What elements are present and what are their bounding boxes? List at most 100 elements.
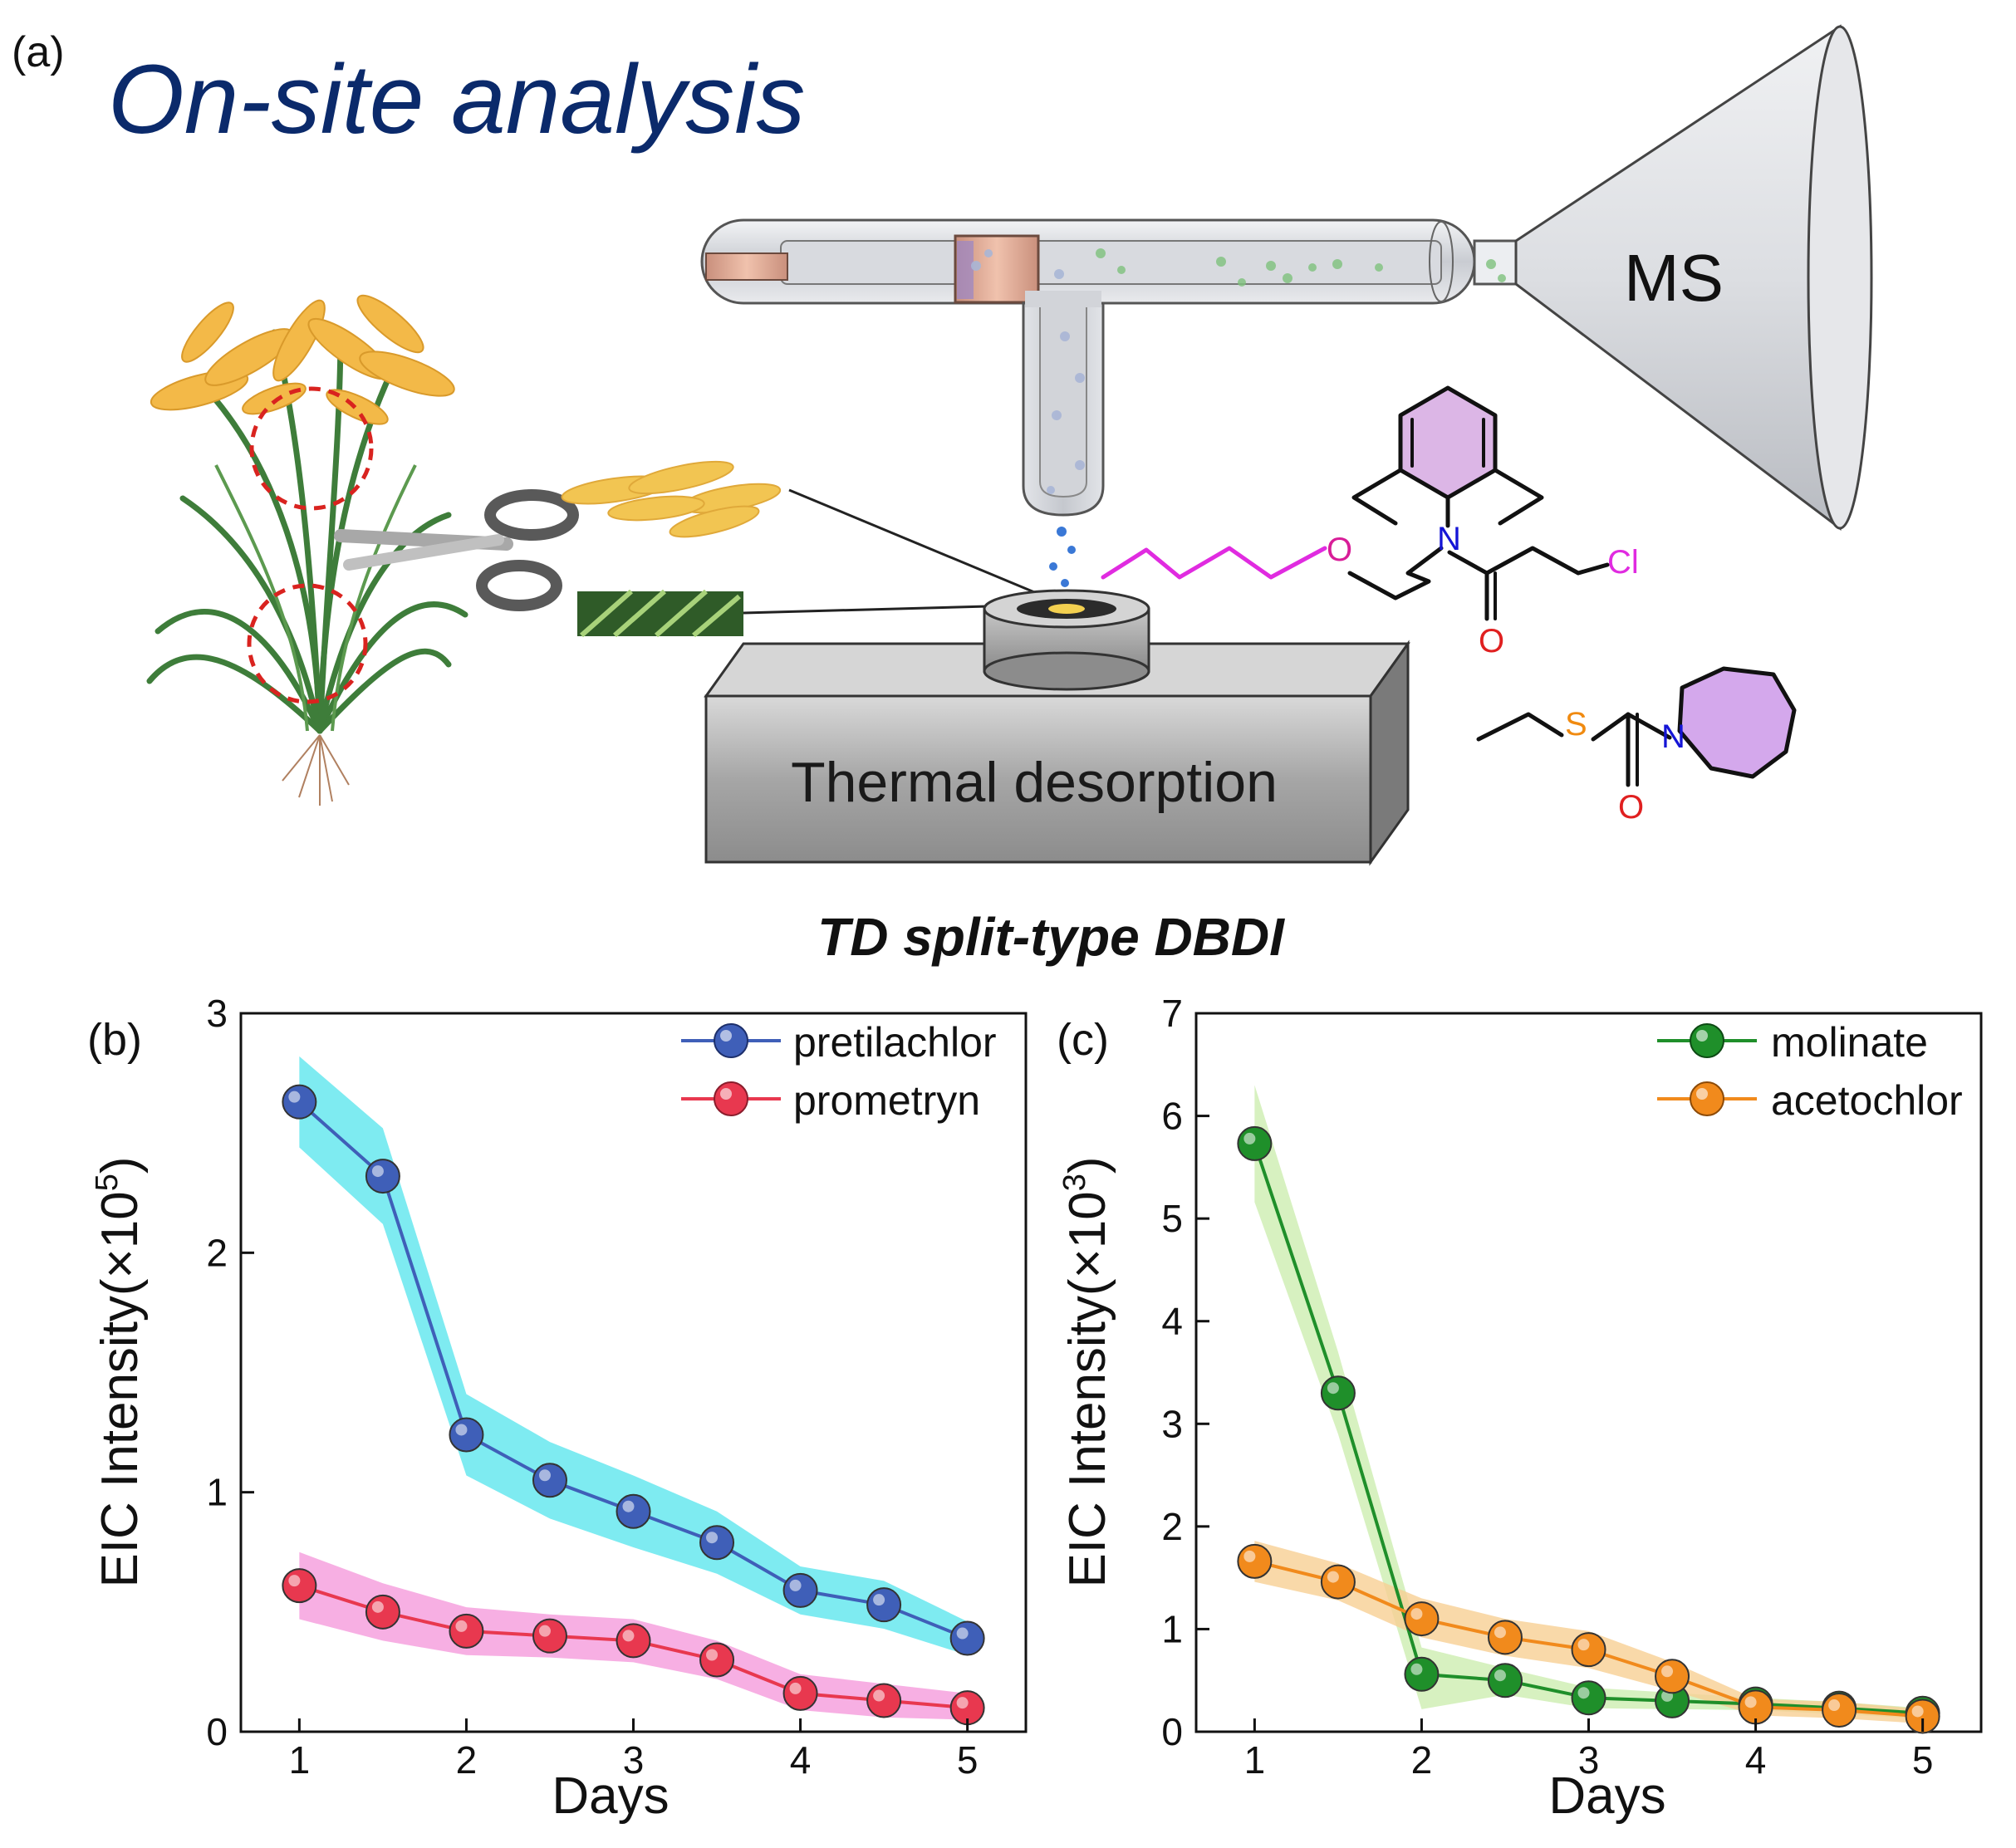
legend-marker-molinate (1690, 1023, 1724, 1058)
molecule-structure-2: S N O (1476, 666, 1797, 826)
y-tick-label: 3 (206, 992, 228, 1035)
scissors-icon (334, 489, 579, 611)
data-point-highlight (1327, 1571, 1339, 1583)
thermal-desorption-stage: Thermal desorption (704, 589, 1410, 866)
data-point-acetochlor (1320, 1564, 1356, 1600)
harvest-circle-grain (249, 386, 374, 511)
y-tick-label: 2 (206, 1231, 228, 1274)
data-point-acetochlor (1237, 1543, 1273, 1579)
x-tick-label: 4 (1745, 1738, 1767, 1782)
molecule1-atom-n: N (1437, 521, 1461, 557)
data-point-highlight (1828, 1699, 1841, 1712)
leaf-sample-icon (577, 589, 743, 638)
molecule2-atom-s: S (1565, 706, 1587, 743)
data-point-prometryn (616, 1623, 651, 1659)
data-point-highlight (1577, 1687, 1590, 1699)
chart-c-ylabel: EIC Intensity(×103) (1057, 1156, 1116, 1587)
x-tick-label: 5 (957, 1738, 979, 1782)
data-point-highlight (455, 1620, 468, 1632)
data-point-pretilachlor (616, 1493, 651, 1529)
molecule2-atom-o: O (1618, 789, 1644, 826)
data-point-acetochlor (1487, 1620, 1523, 1655)
panel-a: (a) On-site analysis (12, 24, 1873, 967)
data-point-highlight (622, 1500, 635, 1512)
y-tick-label: 1 (206, 1471, 228, 1514)
x-tick-label: 3 (623, 1738, 645, 1782)
data-point-highlight (1410, 1608, 1423, 1620)
data-point-molinate (1237, 1125, 1273, 1161)
y-tick-label: 2 (1161, 1505, 1183, 1548)
legend-label-acetochlor: acetochlor (1771, 1077, 1963, 1124)
legend-marker-pretilachlor (714, 1023, 748, 1058)
legend-label-molinate: molinate (1771, 1019, 1928, 1066)
data-point-highlight (1744, 1696, 1757, 1708)
y-tick-label: 0 (1161, 1710, 1183, 1753)
x-tick-label: 1 (289, 1738, 311, 1782)
chart-panel-c: 1 2 3 4 5 0 1 2 3 4 5 6 7 (c) Days EIC Intensity(×10… (1057, 992, 1983, 1825)
data-point-highlight (1911, 1705, 1924, 1718)
y-tick-label: 5 (1161, 1197, 1183, 1240)
data-point-acetochlor (1822, 1693, 1857, 1728)
molecule1-atom-o: O (1327, 532, 1352, 568)
data-point-highlight (371, 1600, 384, 1613)
data-point-molinate (1404, 1656, 1440, 1692)
thermal-desorption-label: Thermal desorption (791, 751, 1278, 814)
data-point-pretilachlor (699, 1525, 735, 1561)
panel-a-title: On-site analysis (108, 45, 805, 154)
data-point-highlight (1243, 1132, 1256, 1145)
molecule1-atom-o-carbonyl: O (1479, 623, 1504, 659)
data-point-pretilachlor (282, 1084, 317, 1120)
data-point-highlight (622, 1630, 635, 1642)
data-point-highlight (538, 1469, 551, 1482)
data-point-acetochlor (1571, 1632, 1606, 1668)
y-tick-label: 1 (1161, 1607, 1183, 1650)
data-point-molinate (1320, 1375, 1356, 1411)
error-band-molinate (1254, 1085, 1923, 1718)
x-tick-label: 5 (1912, 1738, 1934, 1782)
y-tick-label: 6 (1161, 1095, 1183, 1138)
data-point-highlight (371, 1165, 384, 1178)
chart-b-legend: pretilachlor prometryn (681, 1019, 997, 1124)
data-point-pretilachlor (365, 1159, 400, 1194)
molecule-structure-1: N O O Cl (1101, 385, 1639, 659)
harvest-circle-leaf (247, 583, 368, 704)
data-point-highlight (956, 1697, 969, 1709)
data-point-prometryn (282, 1568, 317, 1604)
data-point-molinate (1571, 1680, 1606, 1716)
chart-b-panel-label: (b) (87, 1015, 142, 1065)
data-point-highlight (288, 1091, 301, 1103)
x-tick-label: 2 (456, 1738, 478, 1782)
data-point-highlight (789, 1579, 802, 1591)
data-point-highlight (956, 1627, 969, 1640)
dbdi-ion-source (700, 218, 1518, 601)
data-point-highlight (1243, 1550, 1256, 1562)
x-tick-label: 4 (790, 1738, 812, 1782)
legend-marker-acetochlor (1690, 1081, 1724, 1116)
chart-c-panel-label: (c) (1057, 1015, 1109, 1065)
data-point-prometryn (532, 1618, 567, 1654)
data-point-highlight (706, 1649, 719, 1661)
data-point-prometryn (866, 1683, 902, 1718)
data-point-highlight (1577, 1639, 1590, 1651)
data-point-highlight (1494, 1669, 1506, 1682)
ms-label: MS (1624, 241, 1724, 315)
molecule2-atom-n: N (1661, 718, 1685, 755)
error-band-pretilachlor (299, 1056, 968, 1655)
legend-label-pretilachlor: pretilachlor (793, 1019, 997, 1066)
data-point-highlight (455, 1424, 468, 1436)
x-tick-label: 3 (1578, 1738, 1600, 1782)
data-point-highlight (1410, 1663, 1423, 1675)
data-point-pretilachlor (866, 1587, 902, 1623)
data-point-acetochlor (1404, 1601, 1440, 1637)
chart-panel-b: 1 2 3 4 5 0 1 2 3 (b) Days EIC Intensity(×105) p… (87, 992, 1028, 1825)
data-point-pretilachlor (782, 1572, 818, 1608)
data-point-prometryn (365, 1594, 400, 1630)
ms-detector: MS (1514, 24, 1873, 532)
y-tick-label: 7 (1161, 992, 1183, 1035)
chart-b-ylabel: EIC Intensity(×105) (90, 1156, 149, 1587)
panel-a-label: (a) (12, 28, 65, 76)
data-point-prometryn (449, 1613, 484, 1649)
data-point-pretilachlor (532, 1463, 567, 1498)
data-point-prometryn (782, 1675, 818, 1711)
